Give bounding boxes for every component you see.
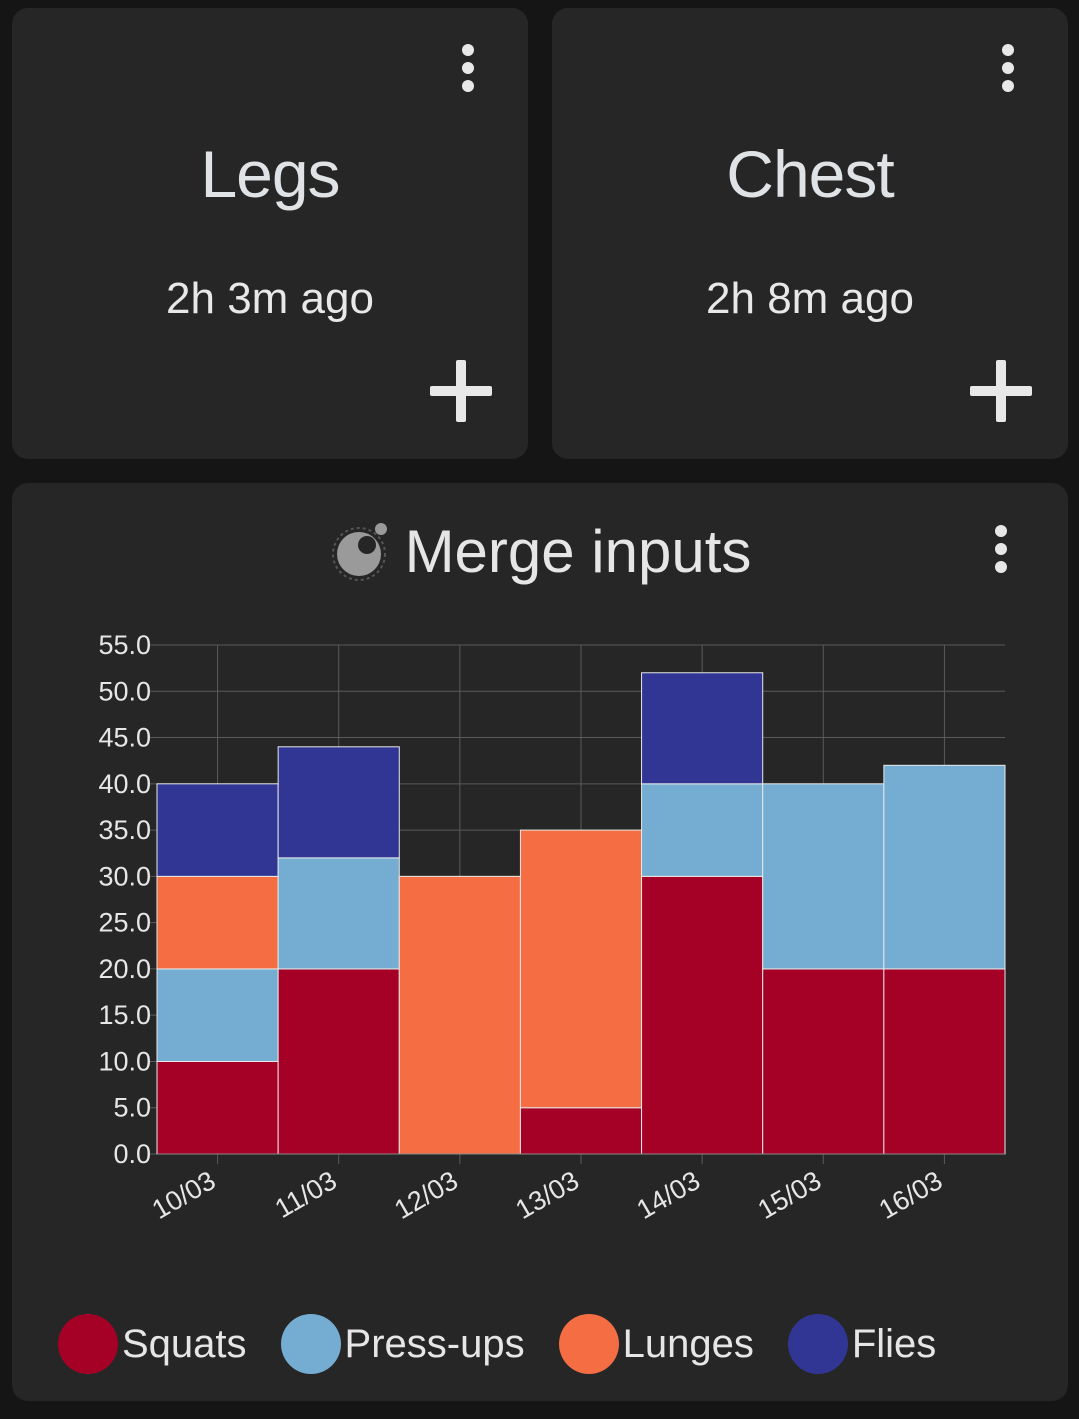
workout-card-legs[interactable]: Legs 2h 3m ago xyxy=(12,8,528,459)
card-title: Chest xyxy=(726,137,894,211)
y-tick-label: 5.0 xyxy=(113,1093,151,1123)
legend-label: Squats xyxy=(122,1321,247,1366)
y-tick-label: 0.0 xyxy=(113,1139,151,1169)
more-options-icon[interactable] xyxy=(453,40,483,100)
bar-segment-press-ups[interactable] xyxy=(156,968,279,1062)
bar-segment-press-ups[interactable] xyxy=(277,857,400,970)
bar-segment-lunges[interactable] xyxy=(398,875,521,1155)
y-tick-label: 25.0 xyxy=(98,908,151,938)
card-last-time: 2h 8m ago xyxy=(706,274,914,323)
chart-card: Merge inputs 0.0 5.0 10.0 15.0 20.0 25.0 30.0 3… xyxy=(12,483,1068,1401)
bar-segment-squats[interactable] xyxy=(641,875,764,1155)
legend-item-press-ups[interactable]: Press-ups xyxy=(280,1314,525,1374)
bar-segment-press-ups[interactable] xyxy=(883,764,1006,970)
chart-header: Merge inputs xyxy=(12,517,1068,597)
more-options-icon[interactable] xyxy=(986,521,1016,581)
x-tick-label: 10/03 xyxy=(147,1165,221,1225)
card-last-time: 2h 3m ago xyxy=(166,274,374,323)
legend-label: Lunges xyxy=(622,1321,754,1366)
y-tick-label: 30.0 xyxy=(98,861,151,891)
bar-segment-squats[interactable] xyxy=(883,968,1006,1155)
y-tick-label: 50.0 xyxy=(98,676,151,706)
chart-title: Merge inputs xyxy=(404,518,752,585)
y-tick-label: 35.0 xyxy=(98,815,151,845)
legend-swatch xyxy=(280,1314,341,1374)
legend-label: Press-ups xyxy=(344,1321,525,1366)
bar-segment-flies[interactable] xyxy=(641,672,764,785)
x-tick-label: 11/03 xyxy=(270,1165,342,1224)
more-options-icon[interactable] xyxy=(993,40,1023,100)
card-title: Legs xyxy=(200,137,340,211)
bar-segment-flies[interactable] xyxy=(156,783,279,877)
bar-segment-press-ups[interactable] xyxy=(762,783,885,970)
bar-segment-squats[interactable] xyxy=(519,1107,643,1155)
workout-card-chest[interactable]: Chest 2h 8m ago xyxy=(552,8,1068,459)
bar-segment-lunges[interactable] xyxy=(519,829,643,1109)
chart-legend: Squats Press-ups Lunges Flies xyxy=(58,1309,970,1379)
add-icon[interactable] xyxy=(970,360,1032,422)
x-tick-label: 16/03 xyxy=(874,1165,948,1225)
legend-item-lunges[interactable]: Lunges xyxy=(558,1314,754,1374)
legend-swatch xyxy=(558,1314,619,1374)
y-tick-label: 45.0 xyxy=(98,723,151,753)
legend-swatch xyxy=(787,1314,848,1374)
add-icon[interactable] xyxy=(430,360,492,422)
x-tick-label: 14/03 xyxy=(632,1165,706,1225)
legend-label: Flies xyxy=(851,1321,937,1366)
legend-item-squats[interactable]: Squats xyxy=(58,1314,247,1374)
y-tick-label: 20.0 xyxy=(98,954,151,984)
merge-icon xyxy=(331,522,387,581)
chart-bars xyxy=(156,672,1006,1155)
bar-segment-press-ups[interactable] xyxy=(641,783,764,877)
y-tick-label: 55.0 xyxy=(98,630,151,660)
legend-item-flies[interactable]: Flies xyxy=(787,1314,937,1374)
legend-swatch xyxy=(58,1314,118,1374)
y-tick-label: 40.0 xyxy=(98,769,151,799)
x-tick-label: 13/03 xyxy=(510,1165,584,1225)
y-tick-label: 10.0 xyxy=(98,1046,151,1076)
x-tick-label: 12/03 xyxy=(389,1165,463,1225)
bar-segment-lunges[interactable] xyxy=(156,875,279,970)
y-tick-label: 15.0 xyxy=(98,1000,151,1030)
x-tick-label: 15/03 xyxy=(753,1165,827,1225)
bar-segment-flies[interactable] xyxy=(277,746,400,859)
bar-segment-squats[interactable] xyxy=(156,1060,279,1155)
stacked-bar-chart: 0.0 5.0 10.0 15.0 20.0 25.0 30.0 35.0 40.0 45.0 50… xyxy=(98,630,1006,1225)
bar-segment-squats[interactable] xyxy=(277,968,400,1155)
bar-segment-squats[interactable] xyxy=(762,968,885,1155)
